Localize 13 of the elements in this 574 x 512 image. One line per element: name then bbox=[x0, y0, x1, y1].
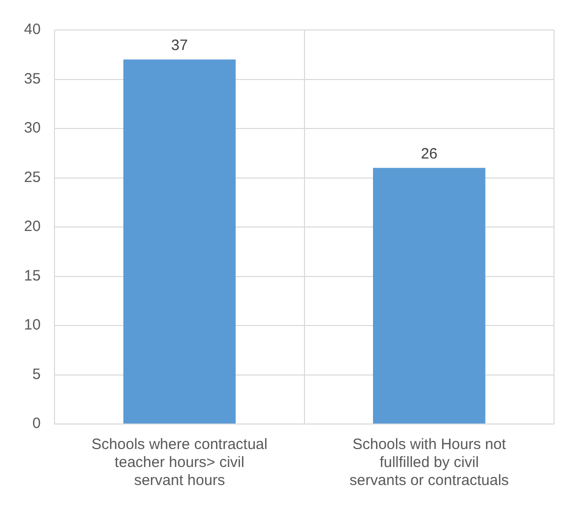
x-tick-label: Schools with Hours not fullfilled by civil servants or contractuals bbox=[350, 436, 509, 490]
y-tick-label: 35 bbox=[24, 70, 41, 88]
x-tick-label: Schools where contractual teacher hours> civil servant hours bbox=[92, 436, 268, 490]
y-tick-label: 5 bbox=[32, 366, 41, 383]
data-label: 26 bbox=[420, 146, 438, 163]
y-tick-label: 0 bbox=[32, 415, 41, 432]
y-tick-label: 30 bbox=[24, 120, 41, 137]
y-tick-label: 20 bbox=[24, 218, 41, 236]
y-tick-label: 25 bbox=[24, 168, 41, 186]
data-label: 37 bbox=[171, 37, 188, 54]
y-tick-label: 10 bbox=[24, 316, 41, 334]
y-tick-label: 40 bbox=[24, 21, 41, 38]
y-tick-label: 15 bbox=[24, 267, 41, 284]
